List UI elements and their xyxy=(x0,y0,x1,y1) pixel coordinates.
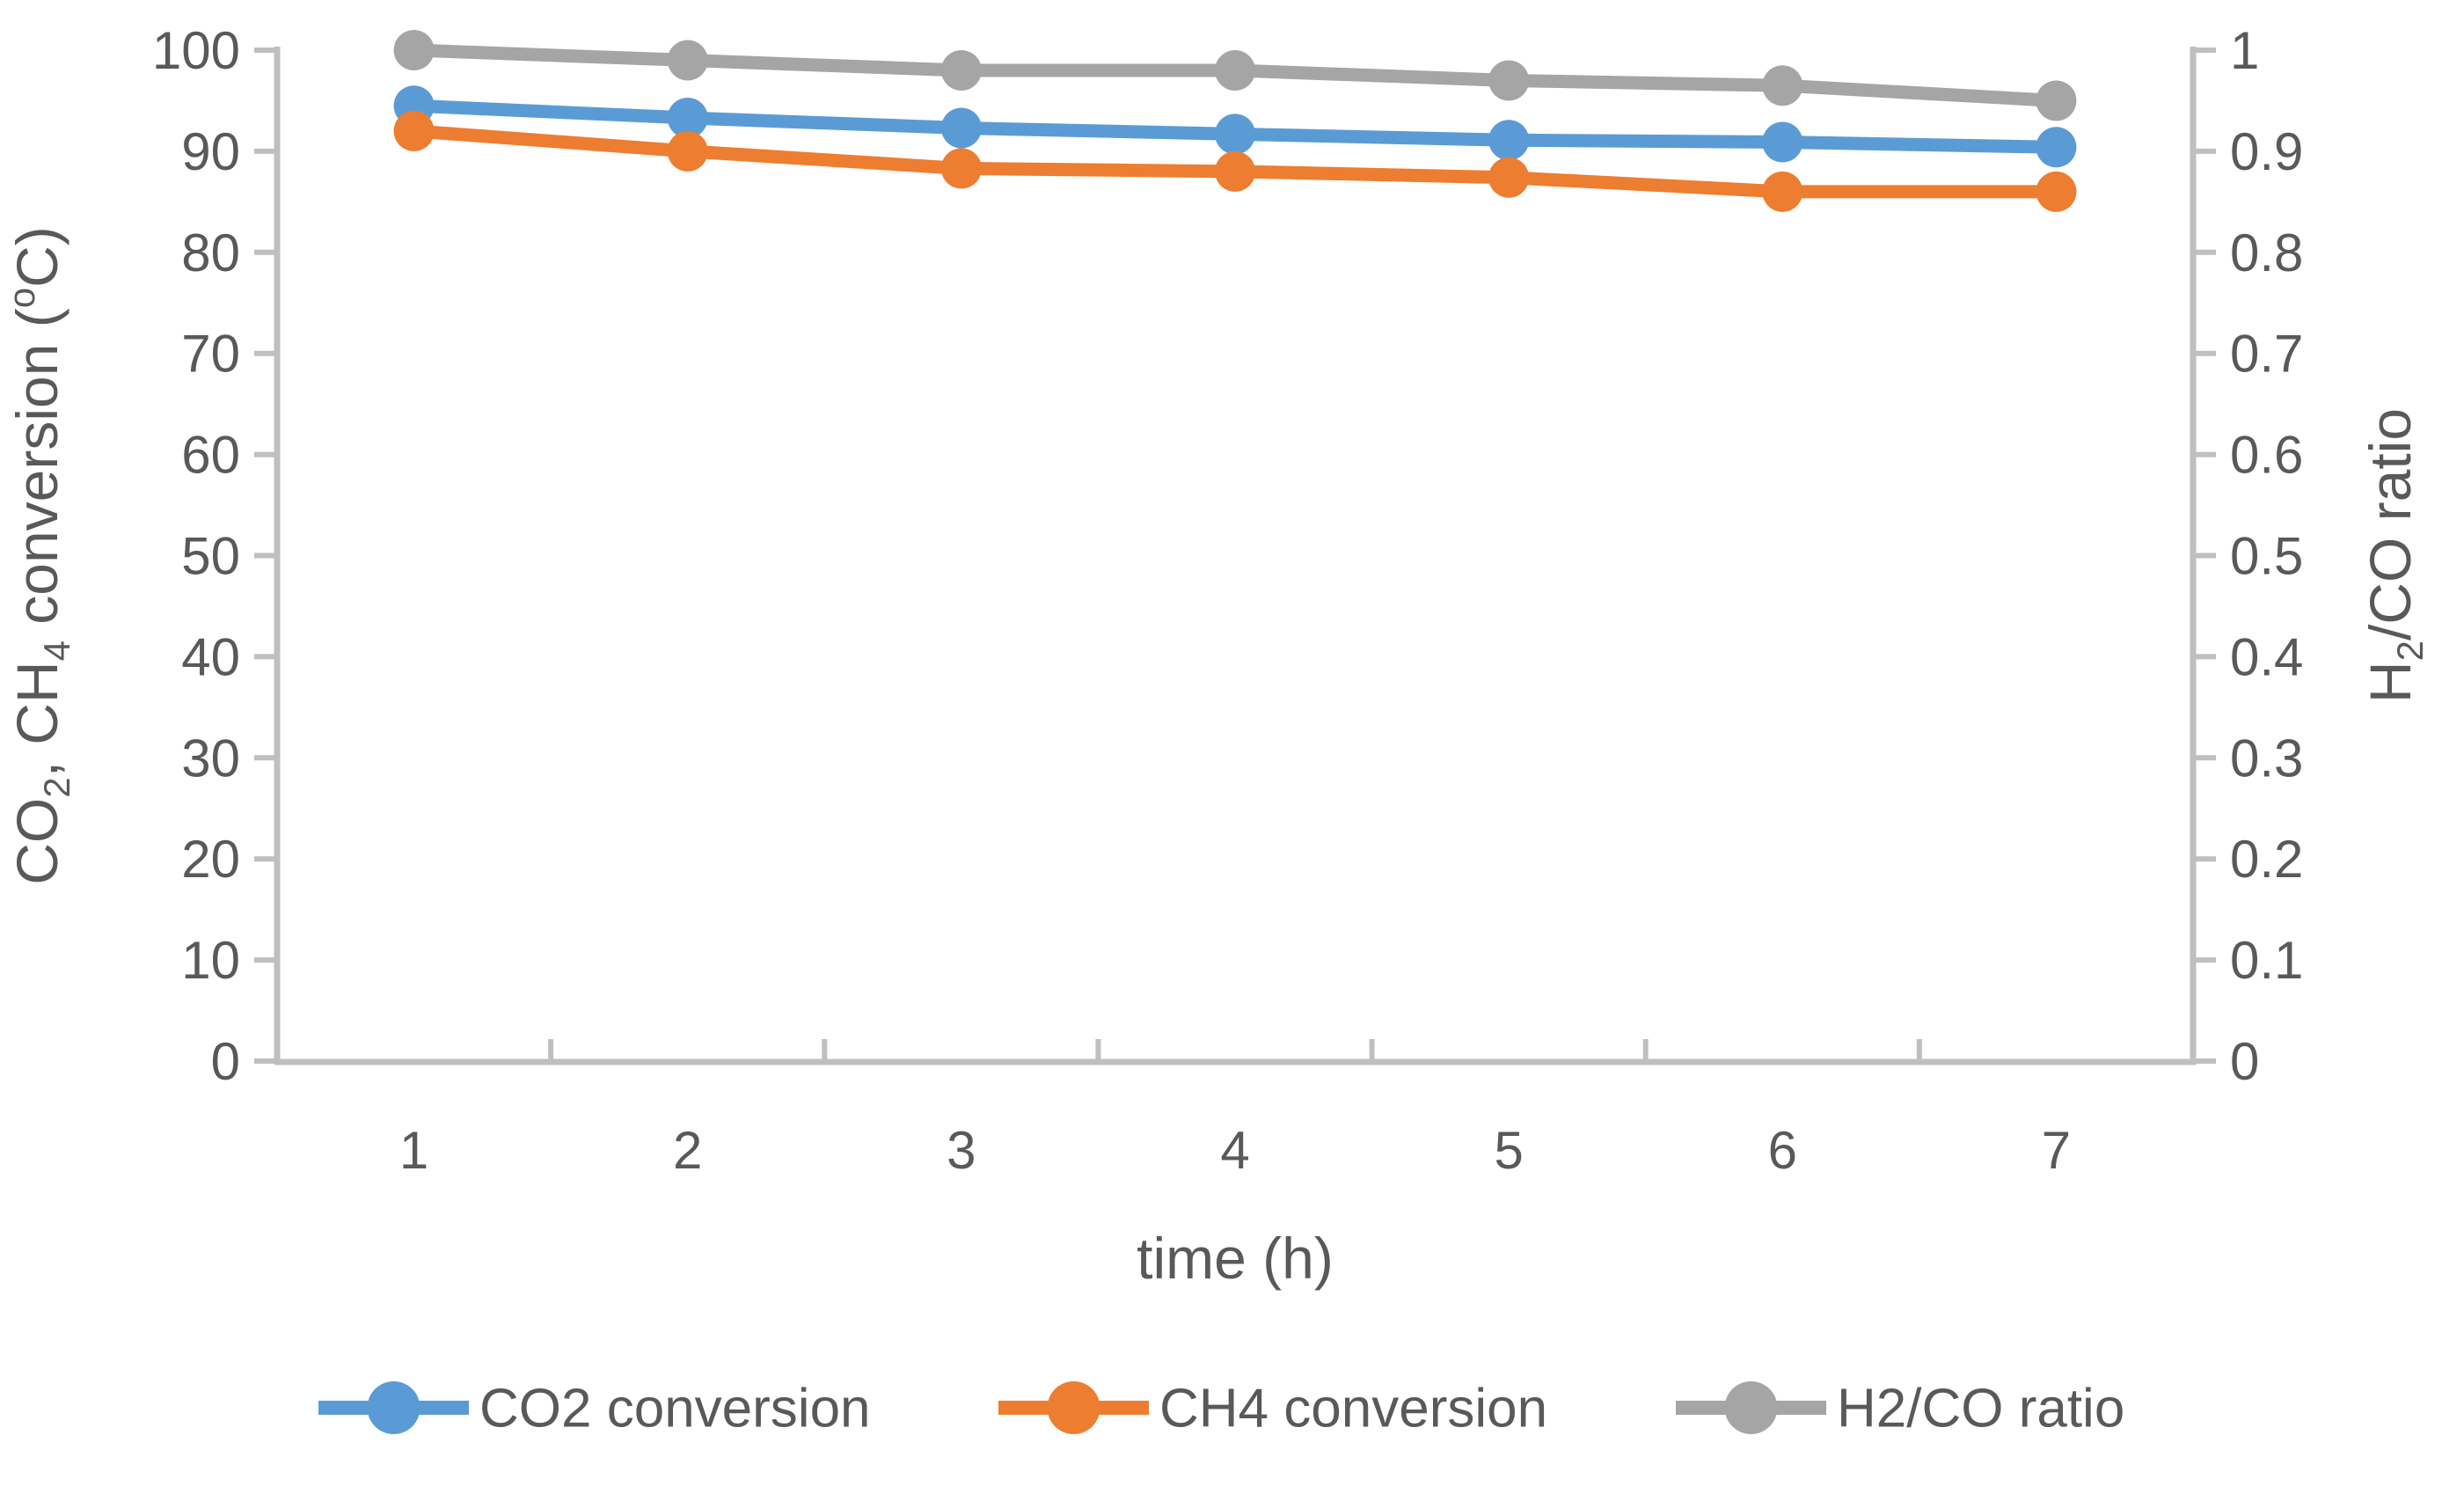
x-axis-tick-label: 2 xyxy=(673,1121,702,1180)
left-axis-title: CO2, CH4 conversion (oC) xyxy=(1,226,77,885)
series-marker-1 xyxy=(393,110,435,151)
legend-label-1: CH4 conversion xyxy=(1159,1379,1547,1439)
x-axis-tick-label: 4 xyxy=(1220,1121,1249,1180)
left-axis-tick-label: 80 xyxy=(181,223,240,282)
series-marker-2 xyxy=(1762,65,1803,106)
right-axis-tick-label: 0.7 xyxy=(2230,325,2303,384)
legend-label-0: CO2 conversion xyxy=(479,1379,871,1439)
series-marker-2 xyxy=(1215,49,1255,91)
series-marker-1 xyxy=(2036,171,2077,212)
series-marker-0 xyxy=(667,97,708,138)
right-axis-tick-label: 0.3 xyxy=(2230,729,2303,787)
legend-marker-2 xyxy=(1724,1381,1778,1434)
legend-marker-0 xyxy=(367,1381,420,1434)
series-marker-1 xyxy=(1762,171,1803,212)
left-axis-tick-label: 10 xyxy=(181,931,240,990)
right-axis-tick-label: 0.4 xyxy=(2230,627,2303,686)
x-axis-tick-label: 7 xyxy=(2042,1121,2071,1180)
right-axis-tick-label: 0.1 xyxy=(2230,931,2303,990)
right-axis-tick-label: 0.5 xyxy=(2230,527,2303,586)
left-axis-tick-label: 90 xyxy=(181,122,240,181)
left-axis-tick-label: 0 xyxy=(211,1032,240,1091)
series-marker-2 xyxy=(667,40,708,81)
series-marker-0 xyxy=(1488,120,1530,161)
right-axis-tick-label: 0.8 xyxy=(2230,223,2303,282)
right-axis-tick-label: 0.2 xyxy=(2230,830,2303,889)
series-marker-1 xyxy=(667,130,708,172)
right-axis-tick-label: 0.9 xyxy=(2230,122,2303,181)
left-axis-tick-label: 30 xyxy=(181,729,240,787)
series-marker-1 xyxy=(1215,150,1255,192)
legend-label-2: H2/CO ratio xyxy=(1837,1379,2124,1439)
series-marker-0 xyxy=(1762,121,1803,163)
right-axis-tick-label: 1 xyxy=(2230,21,2259,80)
right-axis-tick-label: 0 xyxy=(2230,1032,2259,1091)
series-marker-1 xyxy=(940,148,982,189)
x-axis-tick-label: 3 xyxy=(947,1121,976,1180)
series-marker-2 xyxy=(393,30,435,70)
series-marker-0 xyxy=(2036,127,2077,168)
right-axis-title: H2/CO ratio xyxy=(2358,408,2431,703)
left-axis-tick-label: 40 xyxy=(181,627,240,686)
series-marker-2 xyxy=(940,49,982,91)
right-axis-tick-label: 0.6 xyxy=(2230,426,2303,485)
series-marker-2 xyxy=(1488,60,1530,101)
x-axis-tick-label: 1 xyxy=(399,1121,428,1180)
series-marker-0 xyxy=(1215,113,1255,155)
left-axis-tick-label: 50 xyxy=(181,527,240,586)
left-axis-tick-label: 20 xyxy=(181,830,240,889)
series-marker-0 xyxy=(940,107,982,149)
left-axis-tick-label: 70 xyxy=(181,325,240,384)
series-marker-2 xyxy=(2036,80,2077,121)
left-axis-tick-label: 100 xyxy=(152,21,240,80)
series-marker-1 xyxy=(1488,157,1530,198)
x-axis-tick-label: 5 xyxy=(1494,1121,1523,1180)
x-axis-title: time (h) xyxy=(1137,1226,1334,1291)
legend-marker-1 xyxy=(1047,1381,1100,1434)
x-axis-tick-label: 6 xyxy=(1768,1121,1797,1180)
left-axis-tick-label: 60 xyxy=(181,426,240,485)
